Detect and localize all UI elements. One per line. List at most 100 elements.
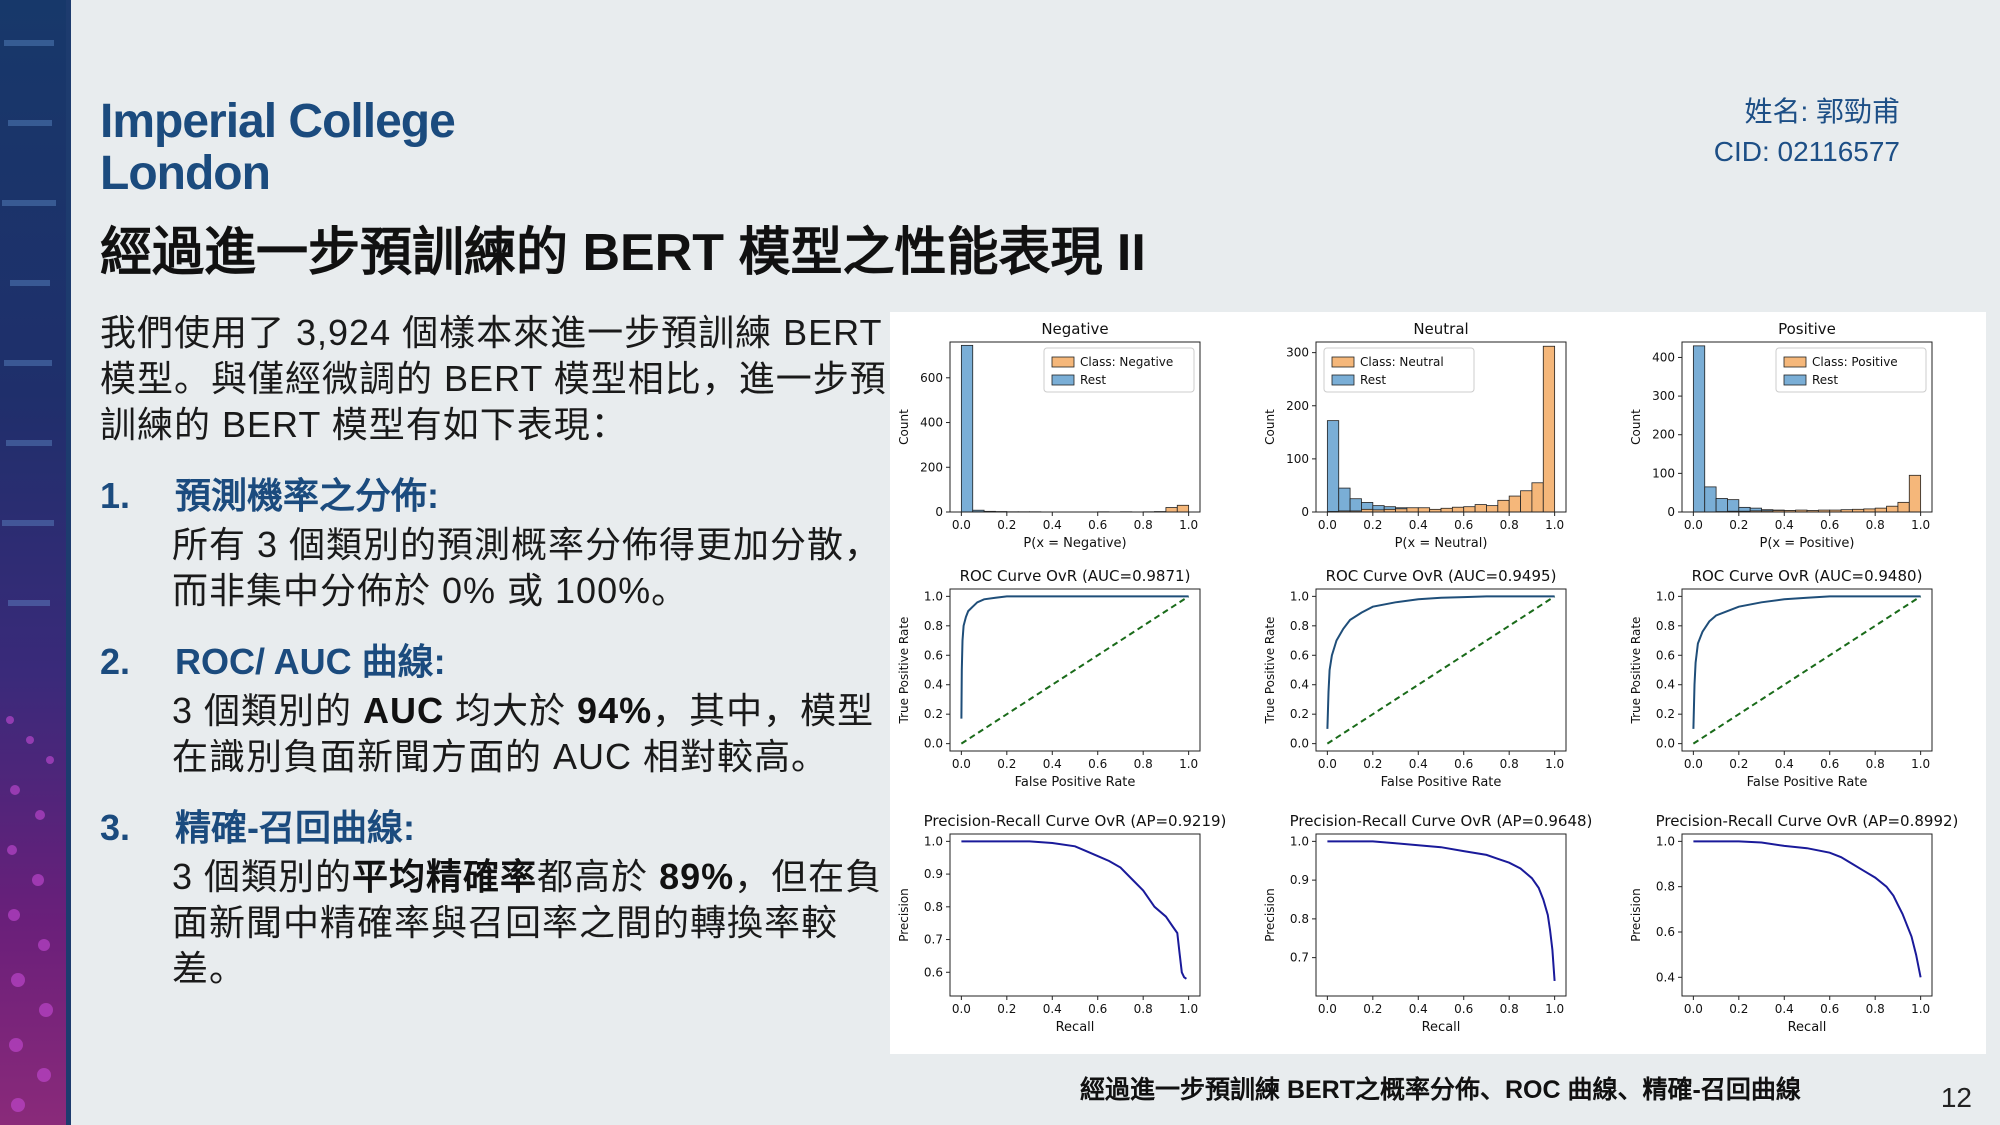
y-tick-label: 0.8 xyxy=(1290,619,1309,633)
y-tick-label: 0.8 xyxy=(924,900,943,914)
y-tick-label: 0.2 xyxy=(924,707,943,721)
x-tick-label: 0.0 xyxy=(1684,518,1703,532)
author-name: 姓名: 郭勁甫 xyxy=(1744,96,1900,127)
legend-swatch-class xyxy=(1051,356,1075,368)
histogram-bar xyxy=(1520,490,1533,513)
x-tick-label: 0.2 xyxy=(997,757,1016,771)
y-tick-label: 0.9 xyxy=(924,867,943,881)
x-tick-label: 0.0 xyxy=(1684,757,1703,771)
histogram-bar xyxy=(1908,474,1922,513)
y-tick-label: 0.7 xyxy=(924,933,943,947)
x-tick-label: 0.6 xyxy=(1088,1002,1107,1016)
y-tick-label: 0.6 xyxy=(1290,648,1309,662)
chart-title: ROC Curve OvR (AUC=0.9495) xyxy=(1326,567,1557,585)
decorative-strip xyxy=(0,0,66,1125)
item-text-bold: AUC xyxy=(363,690,445,731)
histogram-bar xyxy=(1531,482,1544,513)
x-axis-label: False Positive Rate xyxy=(1747,775,1868,790)
x-tick-label: 0.4 xyxy=(1043,518,1062,532)
x-tick-label: 0.6 xyxy=(1820,757,1839,771)
list-item-3: 3. 精確-召回曲線: 3 個類別的平均精確率都高於 89%，但在負面新聞中精確率… xyxy=(100,802,890,992)
histogram-bar xyxy=(1692,345,1706,513)
legend-label-rest: Rest xyxy=(1080,373,1106,387)
histogram-bar xyxy=(1508,495,1521,513)
axes-frame xyxy=(1315,341,1567,513)
item-number: 1. xyxy=(100,475,131,516)
x-tick-label: 0.8 xyxy=(1500,757,1519,771)
histogram-bar xyxy=(1165,507,1178,513)
x-tick-label: 0.2 xyxy=(997,518,1016,532)
y-tick-label: 0.9 xyxy=(1290,873,1309,887)
imperial-logo: Imperial College London xyxy=(100,95,456,200)
item-text-part: 所有 3 個類別的預測概率分佈得更加分散，而非集中分佈於 0% 或 100%。 xyxy=(172,524,882,611)
y-tick-label: 1.0 xyxy=(924,589,943,603)
histogram-bar xyxy=(1886,505,1899,513)
series-line xyxy=(1693,840,1922,978)
legend-swatch-class xyxy=(1783,356,1807,368)
axes-frame xyxy=(949,833,1201,997)
y-axis-label: True Positive Rate xyxy=(1629,617,1643,725)
chart-title: ROC Curve OvR (AUC=0.9871) xyxy=(960,567,1191,585)
axes-frame xyxy=(1681,341,1933,513)
histogram-bar xyxy=(1440,507,1453,513)
legend-swatch-rest xyxy=(1051,374,1075,386)
x-tick-label: 1.0 xyxy=(1911,757,1930,771)
x-tick-label: 0.0 xyxy=(1318,1002,1337,1016)
y-axis-label: Count xyxy=(897,409,911,445)
histogram-bar xyxy=(1463,506,1476,513)
x-tick-label: 0.6 xyxy=(1088,518,1107,532)
series-line xyxy=(960,595,1189,719)
decorative-strip-pattern xyxy=(2,40,56,1112)
y-axis-label: True Positive Rate xyxy=(1263,617,1277,725)
item-number: 3. xyxy=(100,807,131,848)
histogram-bar xyxy=(1406,507,1419,513)
x-tick-label: 0.6 xyxy=(1820,518,1839,532)
x-tick-label: 0.4 xyxy=(1775,1002,1794,1016)
item-text-part: ，其中，模型在識別負面新聞方面的 AUC 相對較高。 xyxy=(172,690,875,777)
page-number: 12 xyxy=(1940,1082,1972,1113)
item-text-part: 3 個類別的 xyxy=(172,856,353,897)
x-tick-label: 0.4 xyxy=(1775,518,1794,532)
x-axis-label: Recall xyxy=(1422,1020,1461,1035)
x-tick-label: 0.4 xyxy=(1409,1002,1428,1016)
x-tick-label: 0.8 xyxy=(1866,757,1885,771)
y-tick-label: 1.0 xyxy=(1656,834,1675,848)
item-number: 2. xyxy=(100,641,131,682)
x-tick-label: 0.2 xyxy=(1363,757,1382,771)
y-tick-label: 0.0 xyxy=(924,737,943,751)
x-tick-label: 0.4 xyxy=(1043,757,1062,771)
y-tick-label: 300 xyxy=(1286,346,1309,360)
slide-body: 我們使用了 3,924 個樣本來進一步預訓練 BERT 模型。與僅經微調的 BE… xyxy=(100,310,890,992)
x-axis-label: False Positive Rate xyxy=(1381,775,1502,790)
x-tick-label: 0.0 xyxy=(952,1002,971,1016)
item-heading: 精確-召回曲線: xyxy=(175,807,415,848)
y-tick-label: 0.2 xyxy=(1290,707,1309,721)
item-text-bold: 平均精確率 xyxy=(352,856,538,897)
x-tick-label: 1.0 xyxy=(1179,757,1198,771)
x-tick-label: 1.0 xyxy=(1179,1002,1198,1016)
y-tick-label: 0.8 xyxy=(924,619,943,633)
y-tick-label: 0.0 xyxy=(1656,737,1675,751)
diagonal-reference-line xyxy=(1692,595,1922,745)
x-tick-label: 0.0 xyxy=(1318,757,1337,771)
series-line xyxy=(1326,595,1555,729)
figure-caption: 經過進一步預訓練 BERT之概率分佈、ROC 曲線、精確-召回曲線 xyxy=(1080,1076,1801,1104)
y-tick-label: 1.0 xyxy=(1290,834,1309,848)
x-tick-label: 1.0 xyxy=(1179,518,1198,532)
histogram-bar xyxy=(960,344,974,513)
y-axis-label: Precision xyxy=(1629,888,1643,942)
axes-frame xyxy=(1315,833,1567,997)
axes-frame xyxy=(949,588,1201,752)
x-tick-label: 0.2 xyxy=(1363,1002,1382,1016)
legend-box xyxy=(1323,347,1475,393)
histogram-bar xyxy=(1349,498,1362,513)
x-tick-label: 0.4 xyxy=(1043,1002,1062,1016)
y-tick-label: 0.6 xyxy=(924,648,943,662)
legend-swatch-rest xyxy=(1331,374,1355,386)
x-axis-label: Recall xyxy=(1788,1020,1827,1035)
y-tick-label: 400 xyxy=(920,416,943,430)
y-tick-label: 0.4 xyxy=(1656,970,1675,984)
logo-line-1: Imperial College xyxy=(100,95,456,148)
x-tick-label: 0.2 xyxy=(1729,757,1748,771)
chart-title: Neutral xyxy=(1413,320,1468,338)
